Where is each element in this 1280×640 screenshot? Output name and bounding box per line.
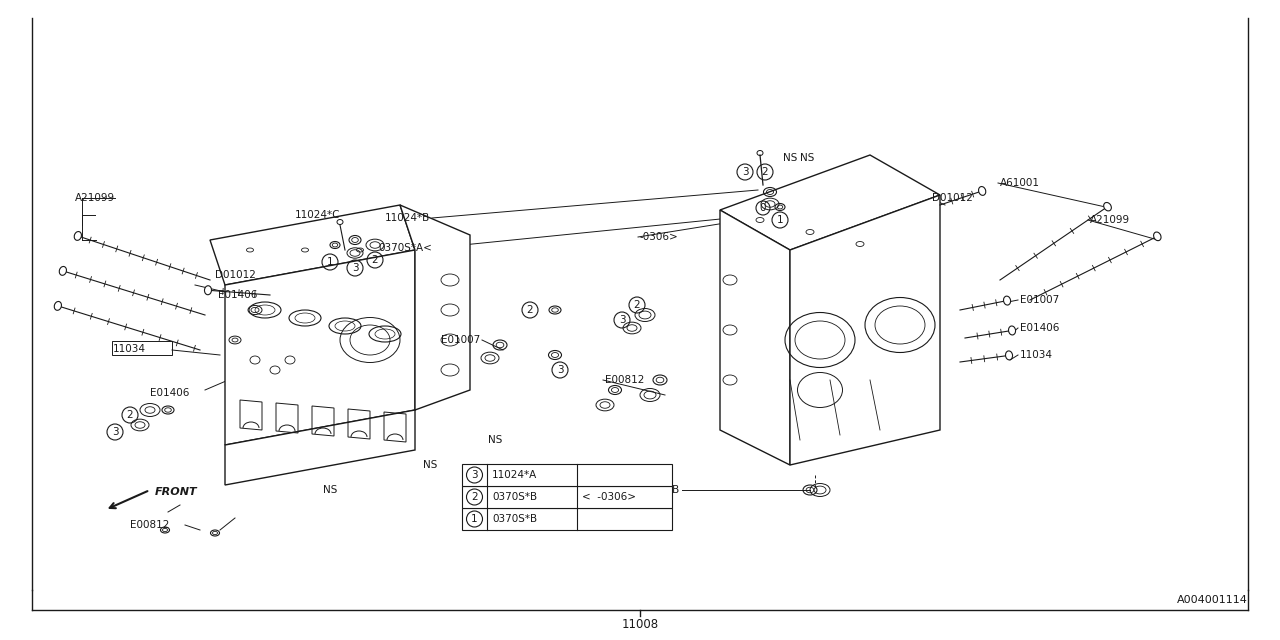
Ellipse shape — [59, 266, 67, 275]
Ellipse shape — [978, 186, 986, 195]
Text: FRONT: FRONT — [155, 487, 197, 497]
Text: 2: 2 — [127, 410, 133, 420]
Polygon shape — [225, 250, 415, 445]
Text: NS: NS — [488, 435, 502, 445]
Polygon shape — [719, 155, 940, 250]
Text: D01012: D01012 — [932, 193, 973, 203]
Text: 3: 3 — [471, 470, 477, 480]
Text: 11034: 11034 — [113, 344, 146, 354]
Bar — [462, 508, 672, 530]
Text: D01012: D01012 — [215, 270, 256, 280]
Text: A61001: A61001 — [1000, 178, 1039, 188]
Text: 3: 3 — [352, 263, 358, 273]
Ellipse shape — [1009, 326, 1015, 335]
Ellipse shape — [1004, 296, 1011, 305]
Polygon shape — [719, 210, 790, 465]
Text: <  -0306>: < -0306> — [582, 492, 636, 502]
Text: E01007: E01007 — [1020, 295, 1060, 305]
Text: NS: NS — [800, 153, 814, 163]
Text: 3: 3 — [741, 167, 749, 177]
Text: 1: 1 — [777, 215, 783, 225]
Bar — [462, 464, 672, 486]
Polygon shape — [399, 205, 470, 410]
Text: E00812: E00812 — [131, 520, 169, 530]
Text: NS: NS — [422, 460, 438, 470]
Text: NS: NS — [783, 153, 797, 163]
Text: 11008: 11008 — [621, 618, 659, 631]
Text: 2: 2 — [762, 167, 768, 177]
Polygon shape — [225, 410, 415, 485]
Text: E00812: E00812 — [605, 375, 644, 385]
Text: A21099: A21099 — [76, 193, 115, 203]
Text: 11024*C: 11024*C — [294, 210, 340, 220]
Text: 2: 2 — [526, 305, 534, 315]
Text: 3: 3 — [111, 427, 118, 437]
Text: 3: 3 — [618, 315, 626, 325]
Text: 1: 1 — [326, 257, 333, 267]
Text: A21099: A21099 — [1091, 215, 1130, 225]
Polygon shape — [210, 205, 415, 285]
Text: E01406: E01406 — [150, 388, 189, 398]
Text: 3: 3 — [557, 365, 563, 375]
Text: E01406: E01406 — [218, 290, 257, 300]
Text: 2: 2 — [471, 492, 477, 502]
Text: 1: 1 — [471, 514, 477, 524]
Text: E01007: E01007 — [440, 335, 480, 345]
Text: -0306>: -0306> — [640, 232, 678, 242]
Ellipse shape — [1153, 232, 1161, 241]
Text: A004001114: A004001114 — [1178, 595, 1248, 605]
Polygon shape — [790, 195, 940, 465]
Text: NS: NS — [323, 485, 337, 495]
Bar — [113, 341, 172, 355]
Text: 11021*B: 11021*B — [635, 485, 680, 495]
Text: 2: 2 — [371, 255, 379, 265]
Ellipse shape — [205, 285, 211, 295]
Ellipse shape — [1103, 202, 1111, 211]
Text: E01406: E01406 — [1020, 323, 1060, 333]
Text: 11024*B: 11024*B — [385, 213, 430, 223]
Bar — [462, 486, 672, 508]
Text: 11034: 11034 — [1020, 350, 1053, 360]
Text: 0370S*A<: 0370S*A< — [378, 243, 433, 253]
Text: 2: 2 — [634, 300, 640, 310]
Text: 0370S*B: 0370S*B — [492, 492, 538, 502]
Ellipse shape — [54, 301, 61, 310]
Ellipse shape — [74, 232, 82, 241]
Ellipse shape — [1006, 351, 1012, 360]
Text: 0: 0 — [760, 203, 767, 213]
Text: 11024*A: 11024*A — [492, 470, 538, 480]
Text: 0370S*B: 0370S*B — [492, 514, 538, 524]
